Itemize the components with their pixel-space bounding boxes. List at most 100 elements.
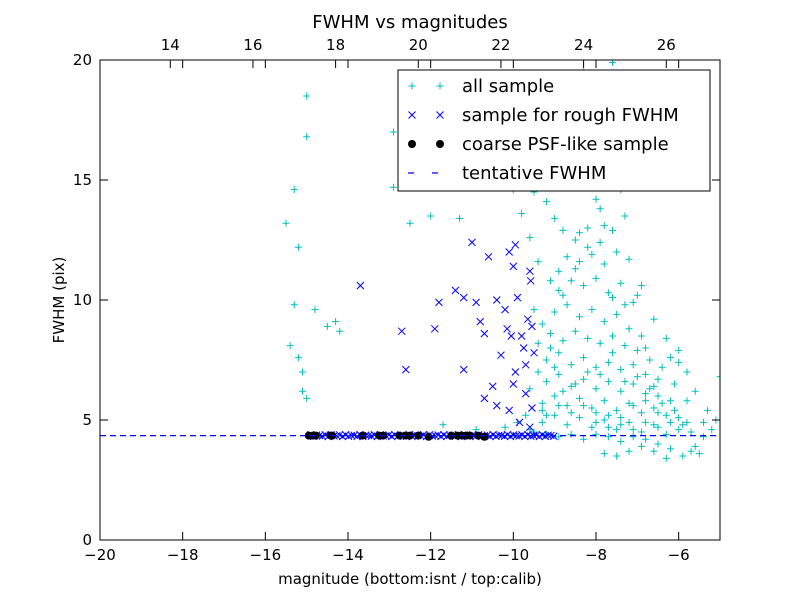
point-all-sample	[633, 291, 641, 299]
point-all-sample	[290, 301, 298, 309]
point-rough-fwhm	[526, 267, 534, 276]
point-all-sample	[629, 361, 637, 369]
point-all-sample	[704, 406, 712, 414]
point-all-sample	[617, 421, 625, 429]
top-tick-label: 26	[657, 36, 676, 54]
point-all-sample	[683, 418, 691, 426]
point-rough-fwhm	[523, 315, 532, 324]
x-tick-label: −12	[415, 546, 447, 564]
point-all-sample	[650, 382, 658, 390]
point-all-sample	[555, 349, 563, 357]
point-all-sample	[617, 438, 625, 446]
point-all-sample	[303, 92, 311, 100]
point-all-sample	[666, 445, 674, 453]
point-all-sample	[629, 402, 637, 410]
point-all-sample	[286, 342, 294, 350]
point-all-sample	[592, 385, 600, 393]
point-all-sample	[534, 339, 542, 347]
point-all-sample	[567, 409, 575, 417]
point-all-sample	[637, 409, 645, 417]
point-rough-fwhm	[511, 240, 520, 249]
point-all-sample	[637, 332, 645, 340]
point-all-sample	[567, 430, 575, 438]
point-rough-fwhm	[451, 286, 460, 295]
point-all-sample	[650, 315, 658, 323]
point-all-sample	[592, 409, 600, 417]
point-all-sample	[637, 282, 645, 290]
point-rough-fwhm	[356, 281, 365, 290]
legend-marker-plus	[408, 82, 416, 90]
point-all-sample	[596, 339, 604, 347]
point-all-sample	[563, 253, 571, 261]
point-all-sample	[613, 248, 621, 256]
point-all-sample	[575, 394, 583, 402]
point-all-sample	[588, 250, 596, 258]
x-tick-label: −20	[84, 546, 116, 564]
point-all-sample	[658, 399, 666, 407]
point-all-sample	[646, 385, 654, 393]
point-all-sample	[323, 322, 331, 330]
point-all-sample	[294, 354, 302, 362]
point-all-sample	[675, 346, 683, 354]
point-all-sample	[621, 212, 629, 220]
point-all-sample	[571, 380, 579, 388]
series-all-sample	[282, 60, 720, 462]
legend-label: tentative FWHM	[462, 163, 606, 184]
point-all-sample	[526, 234, 534, 242]
point-rough-fwhm	[430, 324, 439, 333]
point-all-sample	[629, 298, 637, 306]
x-tick-label: −6	[668, 546, 690, 564]
point-psf-like	[424, 432, 433, 441]
point-all-sample	[588, 306, 596, 314]
point-all-sample	[551, 308, 559, 316]
legend-label: coarse PSF-like sample	[462, 134, 669, 155]
point-all-sample	[666, 354, 674, 362]
legend-label: sample for rough FWHM	[462, 105, 679, 126]
point-rough-fwhm	[528, 404, 536, 412]
point-all-sample	[299, 368, 307, 376]
point-all-sample	[637, 428, 645, 436]
point-all-sample	[604, 378, 612, 386]
point-all-sample	[584, 243, 592, 251]
point-all-sample	[600, 397, 608, 405]
point-all-sample	[662, 411, 670, 419]
top-tick-label: 14	[161, 36, 180, 54]
point-all-sample	[559, 387, 567, 395]
point-all-sample	[662, 430, 670, 438]
point-all-sample	[559, 226, 567, 234]
point-all-sample	[617, 366, 625, 374]
x-tick-label: −10	[498, 546, 530, 564]
legend-entry: all sample	[408, 76, 554, 97]
point-all-sample	[625, 255, 633, 263]
point-all-sample	[625, 447, 633, 455]
point-all-sample	[617, 279, 625, 287]
point-all-sample	[389, 183, 397, 191]
point-all-sample	[642, 435, 650, 443]
point-all-sample	[646, 356, 654, 364]
point-all-sample	[559, 291, 567, 299]
point-all-sample	[332, 318, 340, 326]
point-rough-fwhm	[480, 329, 489, 338]
point-all-sample	[336, 327, 344, 335]
top-tick-label: 18	[326, 36, 345, 54]
chart-title: FWHM vs magnitudes	[312, 12, 507, 33]
point-all-sample	[542, 378, 550, 386]
point-all-sample	[604, 289, 612, 297]
point-all-sample	[580, 435, 588, 443]
point-all-sample	[542, 356, 550, 364]
point-all-sample	[575, 229, 583, 237]
point-all-sample	[592, 430, 600, 438]
point-rough-fwhm	[488, 382, 497, 391]
point-rough-fwhm	[519, 344, 528, 352]
point-all-sample	[547, 277, 555, 285]
point-all-sample	[592, 363, 600, 371]
point-all-sample	[621, 378, 629, 386]
point-all-sample	[642, 370, 650, 378]
y-tick-label: 20	[73, 51, 92, 69]
point-all-sample	[555, 433, 563, 441]
point-all-sample	[654, 375, 662, 383]
point-all-sample	[584, 368, 592, 376]
point-all-sample	[518, 210, 526, 218]
point-all-sample	[534, 258, 542, 266]
point-all-sample	[596, 238, 604, 246]
